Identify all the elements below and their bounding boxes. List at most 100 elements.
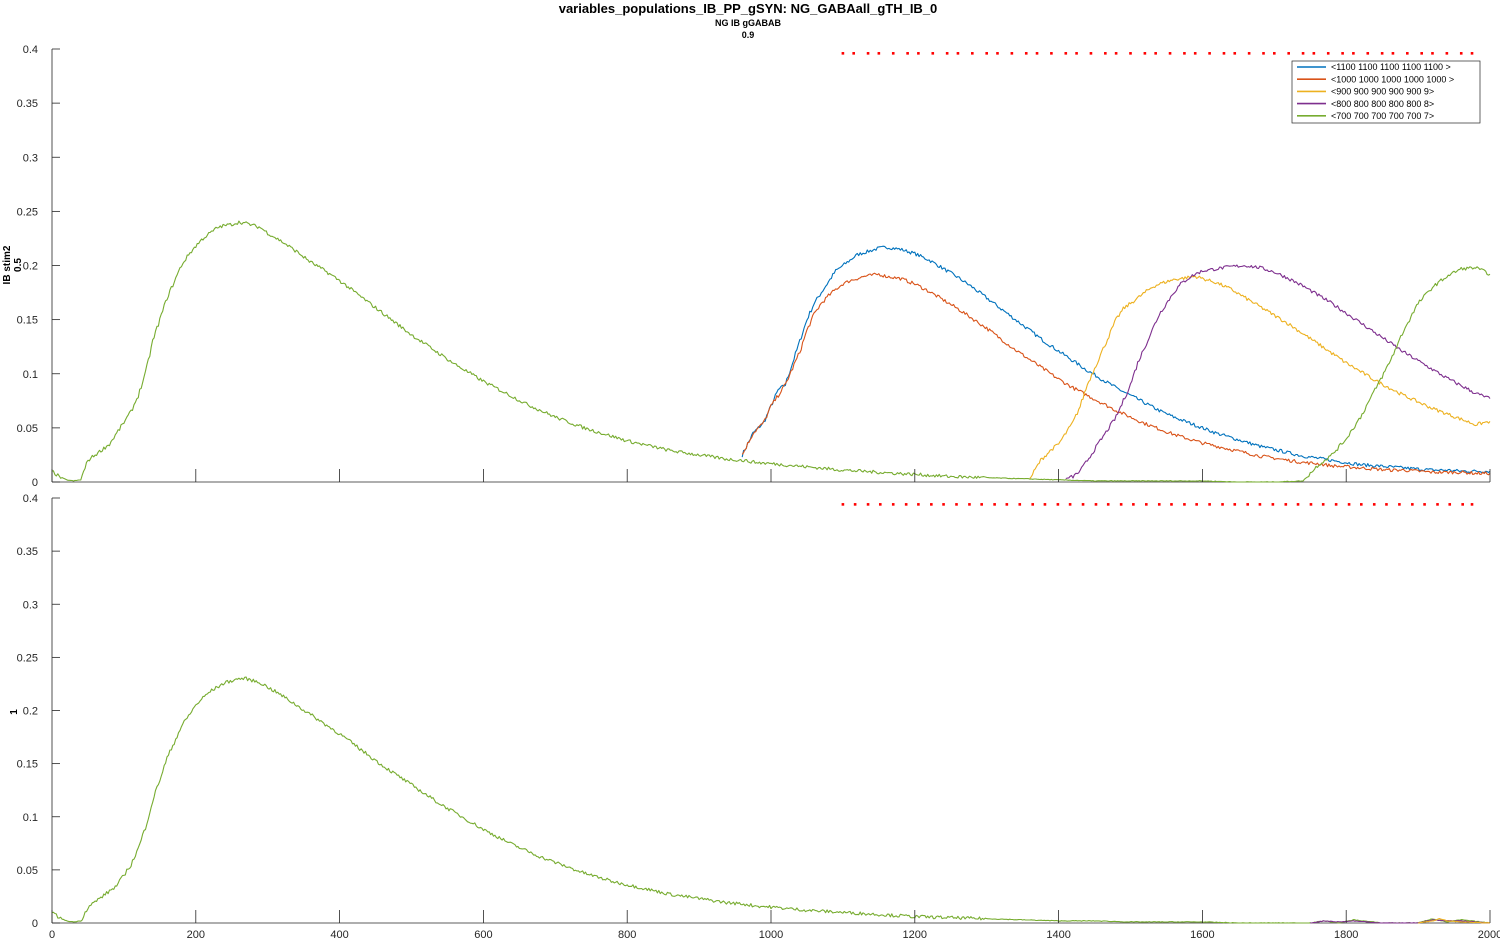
raster-dot xyxy=(1157,503,1161,506)
raster-dot xyxy=(1195,503,1198,506)
legend-entry: <1100 1100 1100 1100 1100 > xyxy=(1331,62,1451,72)
raster-dot xyxy=(1024,52,1028,55)
raster-dot xyxy=(1183,52,1186,55)
raster-dot xyxy=(1005,503,1009,506)
y-tick-label: 0.05 xyxy=(17,865,38,877)
raster-dot xyxy=(1075,52,1078,55)
raster-dot xyxy=(931,52,935,55)
raster-dot xyxy=(1470,52,1474,55)
top-ticks: 0 0.05 0.1 0.15 0.2 0.25 0.3 0.35 0.4 xyxy=(17,44,1491,489)
raster-dot xyxy=(1104,52,1107,55)
raster-dot xyxy=(878,503,882,506)
series-line-s800 xyxy=(1310,919,1490,924)
legend: <1100 1100 1100 1100 1100 > <1000 1000 10… xyxy=(1291,60,1481,124)
bottom-raster xyxy=(841,503,1474,506)
bottom-axes-frame xyxy=(51,498,1490,924)
raster-dot xyxy=(1106,503,1110,506)
raster-dot xyxy=(1208,503,1211,506)
series-line-s1000 xyxy=(741,272,1491,476)
raster-dot xyxy=(1347,503,1351,506)
raster-dot xyxy=(1258,503,1262,506)
bottom-ticks: 0 0.05 0.1 0.15 0.2 0.25 0.3 0.35 0.4 0 200 400 600 8… xyxy=(17,493,1500,938)
raster-dot xyxy=(1050,52,1053,55)
y-tick-label: 0.15 xyxy=(17,759,38,771)
raster-dot xyxy=(1064,52,1068,55)
raster-dot xyxy=(1398,503,1401,506)
raster-dot xyxy=(1273,52,1276,55)
bottom-ylabel: 1 xyxy=(9,709,20,715)
raster-dot xyxy=(1018,503,1022,506)
raster-dot xyxy=(1145,503,1148,506)
y-tick-label: 0.1 xyxy=(23,369,38,381)
raster-dot xyxy=(841,503,845,506)
raster-dot xyxy=(1043,503,1047,506)
raster-dot xyxy=(1168,52,1172,55)
raster-dot xyxy=(1431,52,1434,55)
raster-dot xyxy=(1352,52,1355,55)
raster-dot xyxy=(956,52,960,55)
y-tick-label: 0.05 xyxy=(17,423,38,435)
raster-dot xyxy=(853,503,857,506)
raster-dot xyxy=(1193,52,1197,55)
legend-entry: <800 800 800 800 800 8> xyxy=(1331,99,1434,109)
y-tick-label: 0.2 xyxy=(23,261,38,273)
raster-dot xyxy=(971,52,974,55)
raster-dot xyxy=(1114,52,1118,55)
raster-dot xyxy=(1154,52,1157,55)
raster-dot xyxy=(891,503,895,506)
y-tick-label: 0.35 xyxy=(17,98,38,110)
y-tick-label: 0.2 xyxy=(23,706,38,718)
raster-dot xyxy=(1372,503,1376,506)
raster-dot xyxy=(1271,503,1275,506)
x-tick-label: 1800 xyxy=(1334,929,1358,938)
raster-dot xyxy=(1436,503,1439,506)
raster-dot xyxy=(1287,52,1290,55)
raster-dot xyxy=(1247,52,1251,55)
raster-dot xyxy=(1089,52,1093,55)
y-tick-label: 0.4 xyxy=(23,44,38,56)
raster-dot xyxy=(891,52,895,55)
raster-dot xyxy=(1094,503,1098,506)
raster-dot xyxy=(1183,503,1186,506)
legend-entry: <700 700 700 700 700 7> xyxy=(1331,111,1434,121)
top-axes: 0 0.05 0.1 0.15 0.2 0.25 0.3 0.35 0.4 IB stim2 0… xyxy=(2,44,1491,489)
raster-dot xyxy=(996,52,999,55)
raster-dot xyxy=(1366,52,1370,55)
raster-dot xyxy=(968,503,971,506)
y-tick-label: 0.4 xyxy=(23,493,38,505)
raster-dot xyxy=(1309,503,1313,506)
y-tick-label: 0.35 xyxy=(17,546,38,558)
legend-entry: <900 900 900 900 900 9> xyxy=(1331,87,1434,97)
raster-dot xyxy=(1031,503,1035,506)
raster-dot xyxy=(1459,52,1463,55)
y-tick-label: 0 xyxy=(32,477,38,489)
raster-dot xyxy=(866,503,870,506)
raster-dot xyxy=(852,52,855,55)
raster-dot xyxy=(1068,503,1072,506)
x-tick-label: 2000 xyxy=(1478,929,1500,938)
raster-dot xyxy=(1341,52,1344,55)
raster-dot xyxy=(1312,52,1316,55)
legend-entry: <1000 1000 1000 1000 1000 > xyxy=(1331,74,1454,84)
raster-dot xyxy=(877,52,881,55)
y-tick-label: 0.25 xyxy=(17,206,38,218)
x-tick-label: 200 xyxy=(187,929,205,938)
y-tick-label: 0.1 xyxy=(23,812,38,824)
raster-dot xyxy=(1420,52,1423,55)
raster-dot xyxy=(866,52,870,55)
top-ylabel-line2: 0.5 xyxy=(13,258,24,272)
x-tick-label: 1600 xyxy=(1190,929,1214,938)
raster-dot xyxy=(1411,503,1414,506)
raster-dot xyxy=(1334,503,1338,506)
raster-dot xyxy=(1448,503,1452,506)
bottom-axes: 0 0.05 0.1 0.15 0.2 0.25 0.3 0.35 0.4 0 200 400 600 8… xyxy=(9,493,1500,938)
top-raster xyxy=(841,52,1474,55)
raster-dot xyxy=(1423,503,1426,506)
x-tick-label: 0 xyxy=(49,929,55,938)
top-axes-frame xyxy=(51,49,1490,483)
raster-dot xyxy=(1132,503,1135,506)
raster-dot xyxy=(1222,52,1226,55)
raster-dot xyxy=(1470,503,1474,506)
series-line-s700 xyxy=(51,676,1490,924)
